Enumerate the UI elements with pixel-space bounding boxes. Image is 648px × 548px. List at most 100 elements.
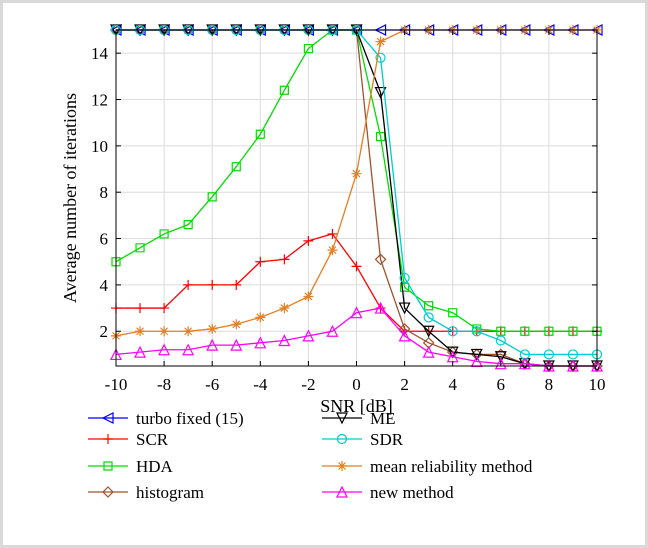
data-point-hda <box>207 192 217 202</box>
data-point-mean-reliability-method <box>255 312 266 323</box>
data-point-hda <box>448 308 458 318</box>
legend-label: SCR <box>136 430 169 449</box>
data-point-sdr <box>423 312 434 323</box>
x-tick-label: 0 <box>352 375 361 394</box>
data-point-scr <box>231 279 242 290</box>
legend-label: histogram <box>136 483 204 502</box>
data-point-sdr <box>375 52 386 63</box>
data-point-scr <box>207 279 218 290</box>
data-point-hda <box>231 162 241 172</box>
legend-item-scr: SCR <box>88 430 169 449</box>
y-tick-label: 6 <box>100 230 109 249</box>
series-line-new-method <box>115 307 597 367</box>
data-point-new-method <box>206 338 219 351</box>
x-tick-label: 2 <box>400 375 409 394</box>
legend-label: new method <box>370 483 454 502</box>
data-point-new-method <box>374 301 387 314</box>
data-point-sdr <box>447 326 458 337</box>
legend-marker <box>101 412 114 424</box>
x-tick-label: 10 <box>589 375 606 394</box>
data-point-scr <box>135 303 146 314</box>
data-point-new-method <box>350 306 363 319</box>
x-axis-label: SNR [dB] <box>320 396 393 416</box>
x-tick-label: -4 <box>253 375 268 394</box>
data-point-hda <box>424 301 434 311</box>
data-point-sdr <box>399 272 410 284</box>
legend-label: HDA <box>136 457 174 476</box>
data-point-me <box>470 348 483 361</box>
legend-label: turbo fixed (15) <box>136 409 244 428</box>
data-point-scr <box>327 228 338 239</box>
y-tick-label: 4 <box>100 276 109 295</box>
data-point-hda <box>520 326 530 336</box>
data-point-hda <box>544 326 554 336</box>
legend-item-me: ME <box>322 409 396 428</box>
data-point-scr <box>303 235 314 246</box>
data-point-hda <box>400 282 410 292</box>
x-tick-label: -2 <box>301 375 315 394</box>
data-point-mean-reliability-method <box>351 168 362 179</box>
legend-label: ME <box>370 409 396 428</box>
series-new-method <box>110 301 603 372</box>
data-point-hda <box>496 326 506 336</box>
data-point-scr <box>159 303 170 314</box>
legend-label: mean reliability method <box>370 457 533 476</box>
data-point-hda <box>135 243 145 253</box>
data-point-mean-reliability-method <box>279 303 290 314</box>
y-tick-label: 10 <box>91 137 108 156</box>
y-axis-label: Average number of iterations <box>60 93 80 303</box>
data-point-mean-reliability-method <box>375 36 386 47</box>
x-tick-label: -10 <box>105 375 128 394</box>
data-point-me <box>446 346 459 359</box>
data-point-hda <box>568 326 578 336</box>
data-point-new-method <box>278 334 291 347</box>
data-point-mean-reliability-method <box>231 319 242 330</box>
data-point-hda <box>183 220 193 230</box>
legend-marker <box>103 434 113 444</box>
data-point-mean-reliability-method <box>183 326 194 337</box>
data-point-hda <box>279 85 289 95</box>
legend-item-sdr: SDR <box>322 430 404 449</box>
legend-marker <box>336 412 348 425</box>
data-point-scr <box>255 256 266 267</box>
x-tick-label: 4 <box>448 375 457 394</box>
data-point-new-method <box>134 345 147 358</box>
data-point-hda <box>303 43 313 54</box>
legend-item-histogram: histogram <box>88 483 204 502</box>
data-point-me <box>398 302 411 315</box>
data-point-hda <box>159 229 169 239</box>
y-tick-label: 14 <box>91 44 109 63</box>
data-point-sdr <box>495 335 506 346</box>
data-point-new-method <box>254 336 267 349</box>
legend-item-mean-reliability-method: mean reliability method <box>322 457 533 476</box>
legend-item-hda: HDA <box>88 457 174 476</box>
data-point-new-method <box>518 357 531 370</box>
data-point-mean-reliability-method <box>207 323 218 334</box>
legend-marker <box>337 461 347 471</box>
legend-marker <box>102 486 114 498</box>
data-point-new-method <box>398 329 411 342</box>
x-tick-label: 6 <box>497 375 506 394</box>
data-point-new-method <box>230 338 243 351</box>
data-point-mean-reliability-method <box>303 291 314 302</box>
y-tick-label: 2 <box>100 322 109 341</box>
y-tick-label: 12 <box>91 91 108 110</box>
y-tick-label: 8 <box>100 183 109 202</box>
legend: turbo fixed (15) ME SCR SDR HDA mean reliabil… <box>88 409 533 502</box>
legend-marker <box>103 461 113 471</box>
x-tick-label: -8 <box>157 375 171 394</box>
legend-marker <box>336 433 348 445</box>
data-point-me <box>374 86 387 99</box>
data-point-new-method <box>302 329 315 342</box>
x-tick-label: 8 <box>545 375 554 394</box>
data-point-sdr <box>567 349 579 360</box>
data-point-histogram <box>398 323 411 335</box>
x-tick-label: -6 <box>205 375 219 394</box>
data-point-sdr <box>471 326 482 337</box>
data-point-me <box>422 325 435 338</box>
data-point-me <box>494 351 507 364</box>
legend-marker <box>336 485 348 498</box>
data-point-hda <box>255 129 265 139</box>
